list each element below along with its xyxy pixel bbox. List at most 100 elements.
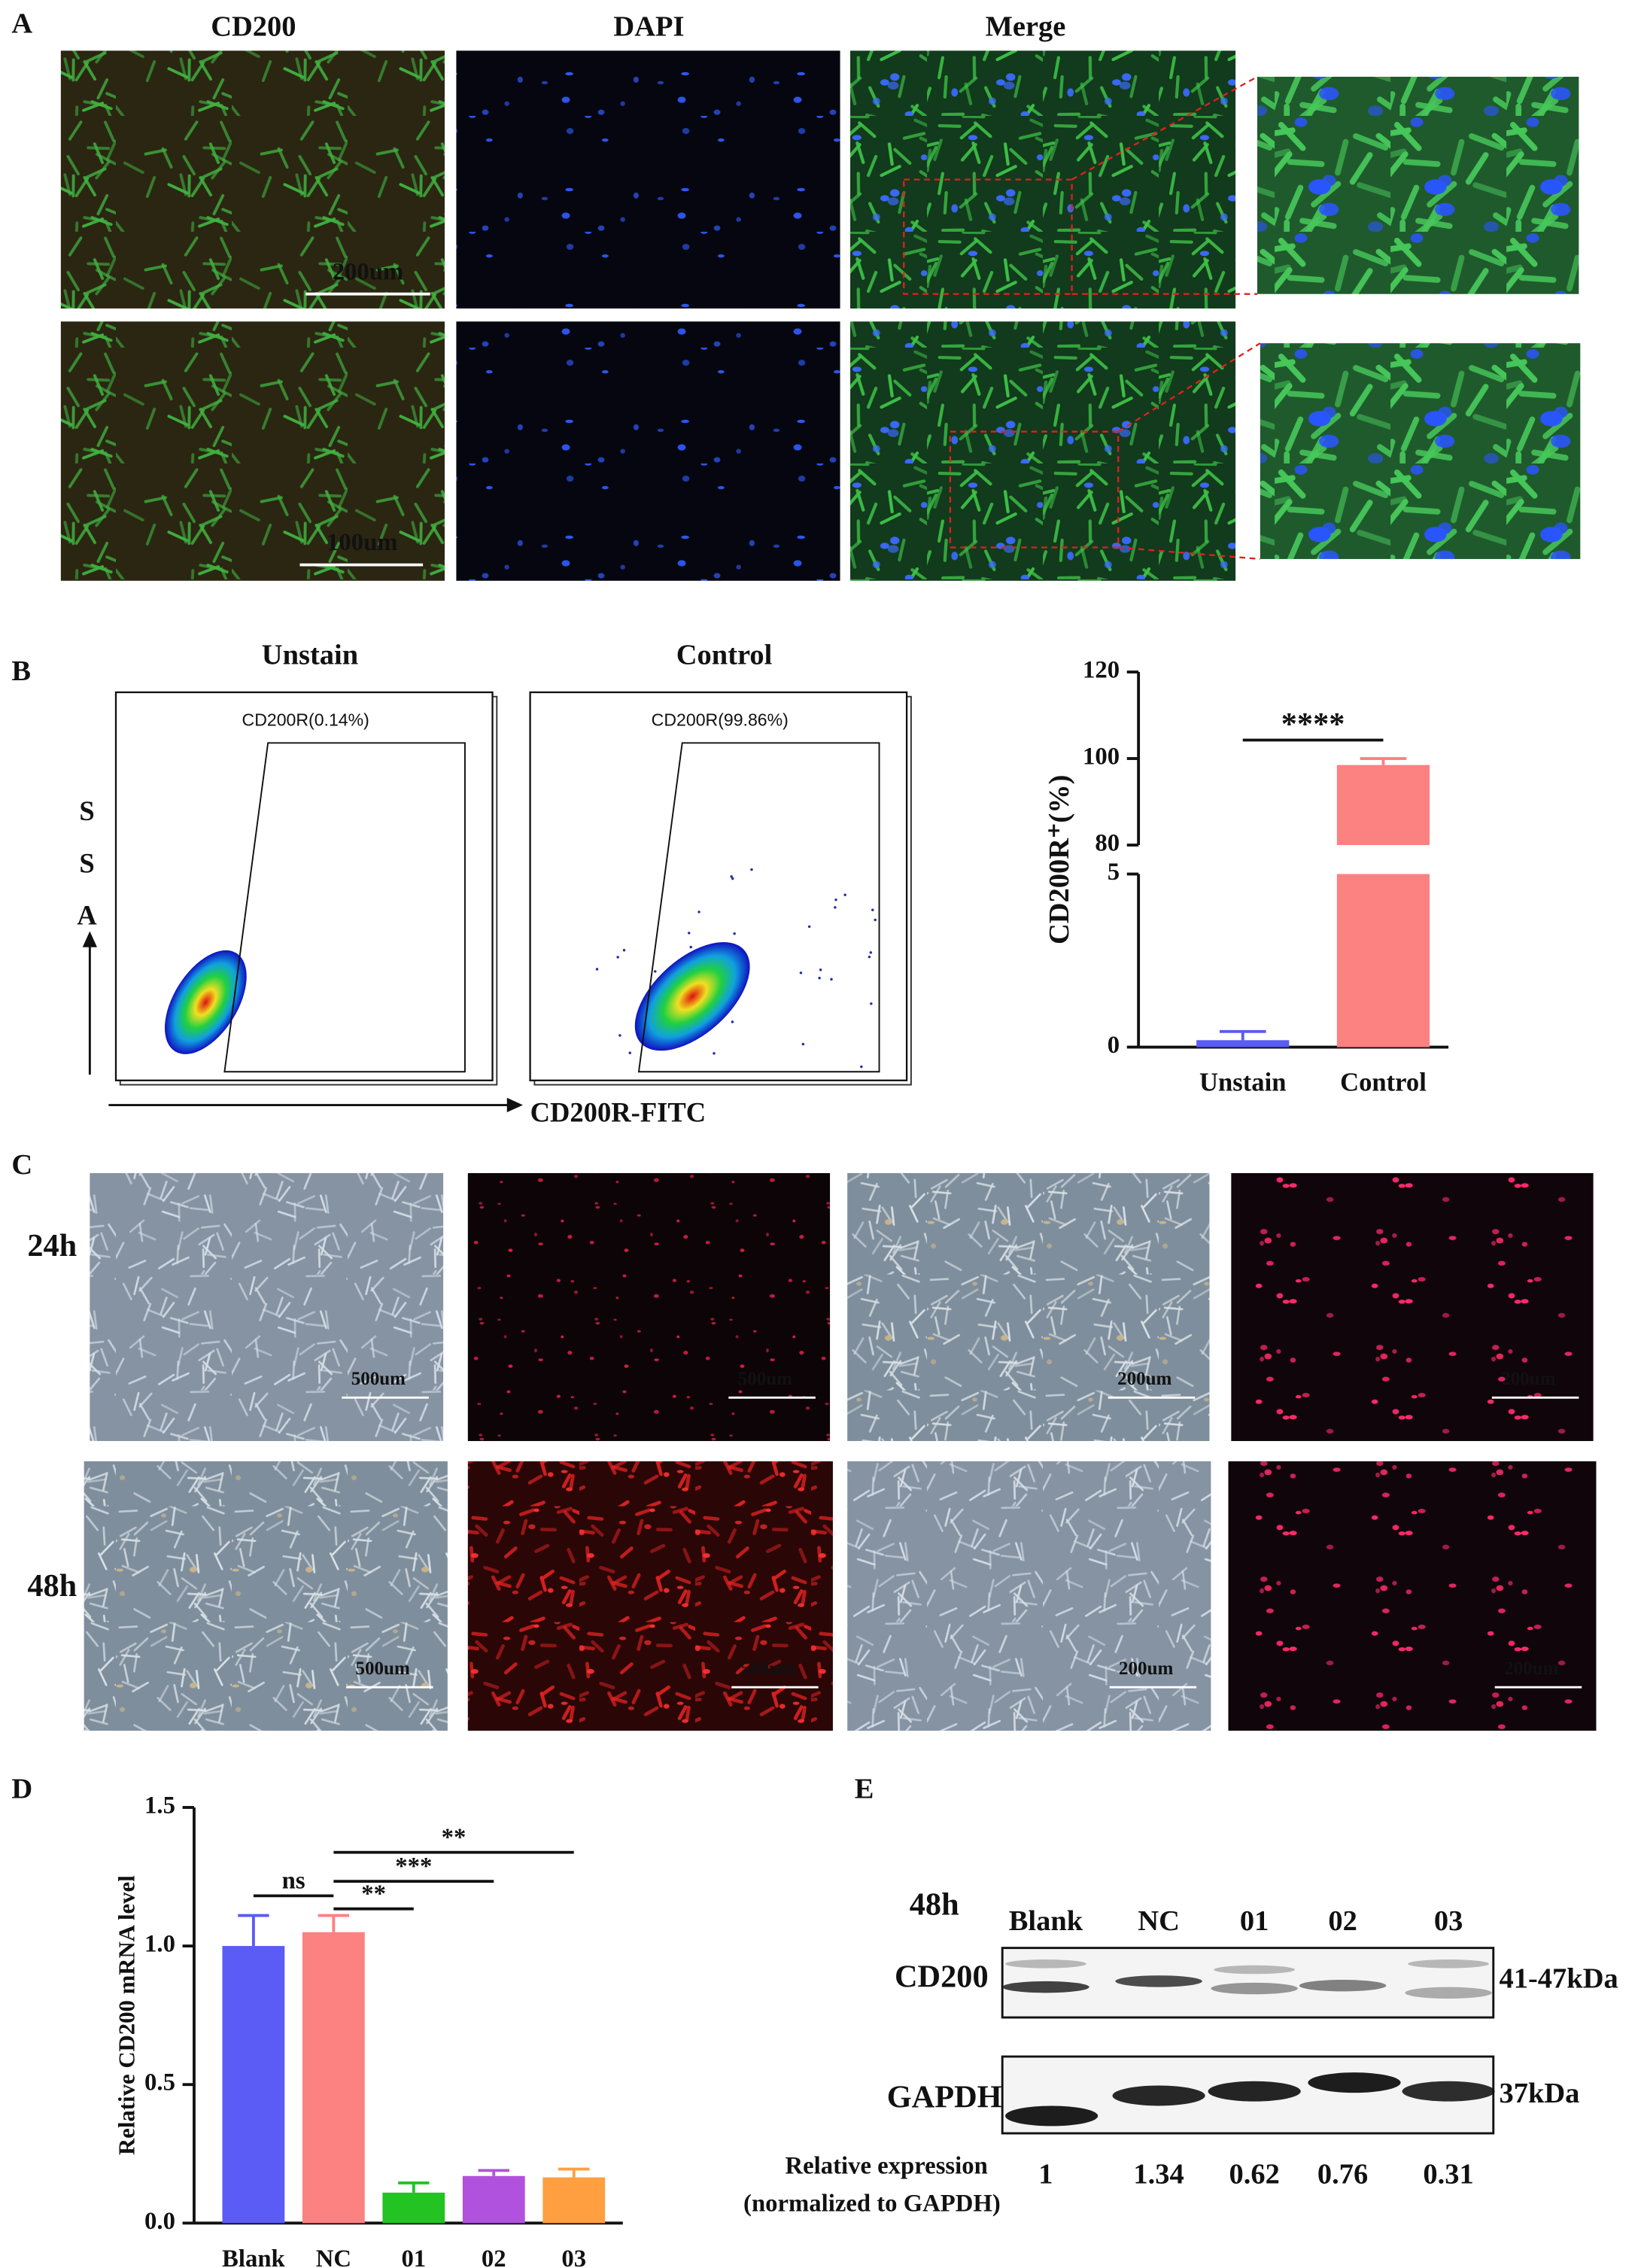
event-dot [622,948,626,952]
event-dot [595,968,599,971]
x-tick-label: 03 [561,2245,586,2268]
event-dot [688,932,691,935]
density-blob [165,950,247,1054]
error-bar [1360,757,1407,765]
gate-label: CD200R(99.86%) [652,710,789,730]
x-tick-label: 02 [482,2245,506,2268]
micrograph [60,321,445,581]
micrograph [456,50,840,309]
zoom-box [949,430,1120,549]
scale-bar-label: 500um [356,1658,410,1679]
y-axis-label: S [79,847,94,878]
panel-label: B [11,655,31,687]
micrograph [847,1461,1211,1731]
lane-label: 01 [1240,1905,1269,1937]
relative-expression-value: 1 [1038,2159,1053,2190]
event-dot [819,968,822,971]
y-axis-label: CD200R⁺(%) [1044,775,1075,945]
lane-label: 03 [1434,1905,1463,1937]
relative-expression-value: 0.76 [1317,2159,1368,2190]
micrograph [467,1461,833,1731]
band [1002,1981,1089,1993]
event-dot [750,868,753,871]
event-dot [731,877,734,880]
micrograph [467,1172,831,1442]
protein-label: GAPDH [887,2079,1002,2114]
y-axis-label: A [77,900,97,931]
micrograph [850,321,1236,581]
event-dot [860,1065,863,1069]
y-tick-label: 5 [1108,859,1120,886]
protein-label: CD200 [895,1959,989,1995]
scale-bar-label: 200um [1501,1369,1555,1389]
arrow-head [506,1097,523,1113]
arrow-head [82,931,97,947]
significance-label: ** [442,1824,466,1851]
band [1005,2105,1099,2127]
significance-label: **** [1281,707,1345,742]
event-dot [616,956,619,959]
y-tick-label: 100 [1083,743,1120,771]
zoom-line [1117,342,1261,433]
lane-label: NC [1138,1905,1180,1937]
x-tick-label: Blank [222,2245,285,2268]
micrograph [90,1172,444,1442]
y-tick-label: 1.5 [144,1792,175,1819]
band [1115,1975,1202,1987]
panel-label: A [11,8,32,39]
scale-bar-label: 500um [738,1369,792,1389]
relative-expression-value: 0.31 [1423,2159,1473,2190]
error-bar [318,1914,350,1932]
event-dot [654,970,657,973]
event-dot [807,925,811,929]
micrograph [84,1461,448,1731]
column-header: Merge [986,11,1066,42]
micrograph [1228,1461,1597,1731]
scale-bar-label: 500um [351,1369,406,1389]
event-dot [697,911,700,914]
panel-label: E [855,1774,874,1805]
zoom-line [1118,546,1260,561]
significance-label: *** [395,1853,432,1880]
significance-label: ns [282,1868,305,1895]
band [1005,1959,1086,1969]
event-dot [818,977,821,980]
relative-expression-value: 0.62 [1229,2159,1279,2190]
band [1308,2072,1401,2093]
bar [1336,765,1430,846]
event-dot [801,1042,805,1046]
bar [542,2177,606,2224]
band [1214,1965,1296,1975]
y-tick-label: 80 [1095,830,1120,857]
band [1211,1982,1298,1995]
row-label: Relative expression [786,2153,988,2180]
event-dot [834,898,837,901]
event-dot [843,893,846,896]
zoom-line [1071,75,1258,181]
row-label: (normalized to GAPDH) [743,2190,1001,2218]
column-header: DAPI [613,11,684,42]
blot [1001,1947,1495,2019]
event-dot [713,1052,716,1055]
row-label: 24h [27,1228,77,1263]
error-bar [478,2169,509,2176]
event-dot [874,918,877,922]
micrograph [1257,77,1579,294]
scale-bar-label: 200um [1504,1658,1558,1679]
bar [222,1946,285,2224]
x-axis-label: CD200R-FITC [530,1096,707,1127]
event-dot [830,977,833,981]
event-dot [869,951,873,954]
bar [462,2175,525,2224]
lane-label: Blank [1009,1905,1083,1937]
micrograph [847,1172,1210,1442]
bar [1196,1040,1290,1047]
event-dot [730,875,733,878]
error-bar [558,2167,590,2178]
zoom-box [903,178,1073,295]
band [1208,2081,1301,2102]
event-dot [871,908,874,912]
scale-bar-label: 200um [333,258,404,285]
event-dot [834,906,837,909]
y-tick-label: 0 [1108,1032,1120,1059]
